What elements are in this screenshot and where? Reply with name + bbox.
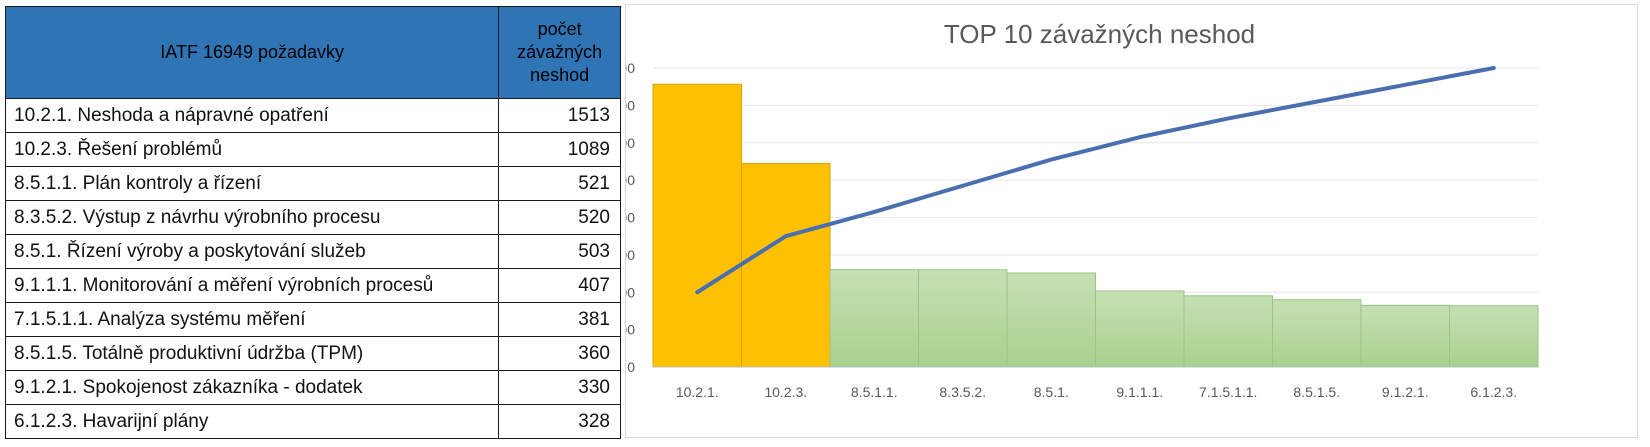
y-tick-label: 200 bbox=[626, 322, 635, 338]
y-tick-label: 1600 bbox=[626, 60, 635, 76]
row-label: 8.5.1.5. Totálně produktivní údržba (TPM… bbox=[4, 336, 500, 371]
requirements-table: IATF 16949 požadavky počet závažných nes… bbox=[4, 6, 621, 439]
row-label: 7.1.5.1.1. Analýza systému měření bbox=[4, 302, 500, 337]
header-count-line: počet bbox=[537, 19, 582, 39]
y-tick-label: 1200 bbox=[626, 135, 635, 151]
x-tick-label: 8.3.5.2. bbox=[939, 384, 986, 400]
row-count: 503 bbox=[498, 234, 621, 269]
row-label: 8.5.1. Řízení výroby a poskytování služe… bbox=[4, 234, 500, 269]
header-count: počet závažných neshod bbox=[498, 6, 621, 99]
table-row: 8.5.1.1. Plán kontroly a řízení 521 bbox=[4, 166, 621, 201]
x-tick-label: 8.5.1. bbox=[1034, 384, 1069, 400]
row-label: 10.2.3. Řešení problémů bbox=[4, 132, 500, 167]
y-tick-label: 1400 bbox=[626, 97, 635, 113]
x-tick-label: 8.5.1.5. bbox=[1293, 384, 1340, 400]
x-tick-label: 10.2.3. bbox=[764, 384, 807, 400]
table-row: 10.2.3. Řešení problémů 1089 bbox=[4, 132, 621, 167]
chart-title: TOP 10 závažných neshod bbox=[944, 19, 1255, 49]
bar bbox=[1272, 299, 1362, 368]
row-count: 521 bbox=[498, 166, 621, 201]
bar bbox=[1006, 272, 1096, 368]
table-row: 8.3.5.2. Výstup z návrhu výrobního proce… bbox=[4, 200, 621, 235]
bar bbox=[1183, 295, 1273, 368]
row-label: 9.1.2.1. Spokojenost zákazníka - dodatek bbox=[4, 370, 500, 405]
row-count: 381 bbox=[498, 302, 621, 337]
bar bbox=[1449, 305, 1539, 368]
row-count: 328 bbox=[498, 404, 621, 439]
x-tick-label: 9.1.2.1. bbox=[1382, 384, 1429, 400]
bar bbox=[1095, 290, 1185, 368]
table-row: 9.1.1.1. Monitorování a měření výrobních… bbox=[4, 268, 621, 303]
table-header-row: IATF 16949 požadavky počet závažných nes… bbox=[4, 6, 621, 99]
bar bbox=[918, 269, 1008, 368]
header-count-line: neshod bbox=[530, 65, 590, 85]
header-requirement: IATF 16949 požadavky bbox=[4, 6, 500, 99]
table-row: 9.1.2.1. Spokojenost zákazníka - dodatek… bbox=[4, 370, 621, 405]
row-count: 1089 bbox=[498, 132, 621, 167]
y-tick-label: 0 bbox=[627, 359, 635, 375]
x-tick-label: 7.1.5.1.1. bbox=[1199, 384, 1257, 400]
table-row: 6.1.2.3. Havarijní plány 328 bbox=[4, 404, 621, 439]
y-tick-label: 600 bbox=[626, 247, 635, 263]
chart-canvas: TOP 10 závažných neshod 0 200 400 600 800 1000… bbox=[626, 19, 1539, 400]
bar bbox=[741, 162, 831, 368]
bar bbox=[829, 269, 919, 368]
bar bbox=[1360, 304, 1450, 368]
row-count: 330 bbox=[498, 370, 621, 405]
row-label: 6.1.2.3. Havarijní plány bbox=[4, 404, 500, 439]
pareto-chart: TOP 10 závažných neshod 0 200 400 600 800 1000… bbox=[625, 4, 1638, 438]
row-label: 9.1.1.1. Monitorování a měření výrobních… bbox=[4, 268, 500, 303]
y-tick-label: 400 bbox=[626, 284, 635, 300]
x-tick-label: 9.1.1.1. bbox=[1116, 384, 1163, 400]
table-row: 7.1.5.1.1. Analýza systému měření 381 bbox=[4, 302, 621, 337]
x-tick-label: 6.1.2.3. bbox=[1470, 384, 1517, 400]
row-count: 1513 bbox=[498, 98, 621, 133]
bar bbox=[652, 83, 742, 368]
cumulative-line bbox=[695, 66, 1496, 295]
table-row: 8.5.1.5. Totálně produktivní údržba (TPM… bbox=[4, 336, 621, 371]
y-tick-label: 800 bbox=[626, 210, 635, 226]
header-count-line: závažných bbox=[517, 42, 603, 62]
row-label: 10.2.1. Neshoda a nápravné opatření bbox=[4, 98, 500, 133]
x-tick-label: 8.5.1.1. bbox=[851, 384, 898, 400]
row-count: 407 bbox=[498, 268, 621, 303]
row-label: 8.5.1.1. Plán kontroly a řízení bbox=[4, 166, 500, 201]
row-count: 360 bbox=[498, 336, 621, 371]
row-label: 8.3.5.2. Výstup z návrhu výrobního proce… bbox=[4, 200, 500, 235]
row-count: 520 bbox=[498, 200, 621, 235]
table-row: 10.2.1. Neshoda a nápravné opatření 1513 bbox=[4, 98, 621, 133]
x-tick-label: 10.2.1. bbox=[676, 384, 719, 400]
y-tick-label: 1000 bbox=[626, 172, 635, 188]
table-row: 8.5.1. Řízení výroby a poskytování služe… bbox=[4, 234, 621, 269]
